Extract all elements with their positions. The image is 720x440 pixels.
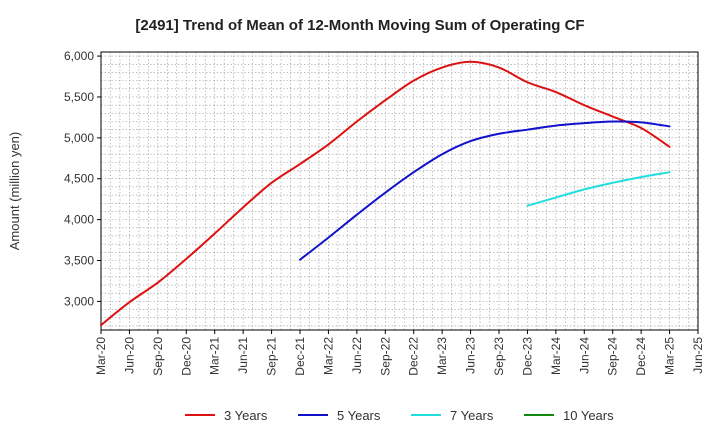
y-tick-label: 4,500 (64, 172, 94, 186)
x-tick-label: Sep-21 (265, 337, 279, 376)
x-tick-label: Mar-21 (208, 337, 222, 375)
series-line-5-years (299, 120, 671, 261)
legend-label-5-years: 5 Years (337, 408, 381, 423)
x-tick-label: Jun-23 (464, 337, 478, 374)
y-tick-label: 6,000 (64, 49, 94, 63)
y-tick-label: 3,000 (64, 294, 94, 308)
y-axis-ticks: 3,000 3,500 4,000 4,500 5,000 5,500 6,000 (64, 49, 101, 308)
y-tick-label: 5,000 (64, 131, 94, 145)
y-axis-label: Amount (million yen) (7, 132, 22, 251)
grid (101, 52, 698, 330)
chart-title: [2491] Trend of Mean of 12-Month Moving … (135, 17, 584, 34)
x-tick-label: Dec-23 (520, 337, 534, 376)
x-tick-label: Sep-22 (378, 337, 392, 376)
x-tick-label: Jun-21 (236, 337, 250, 374)
y-tick-label: 5,500 (64, 90, 94, 104)
y-tick-label: 3,500 (64, 254, 94, 268)
y-tick-label: 4,000 (64, 213, 94, 227)
x-tick-label: Sep-23 (492, 337, 506, 376)
x-tick-label: Sep-20 (151, 337, 165, 376)
series-line-7-years (526, 171, 671, 207)
x-tick-label: Jun-24 (577, 337, 591, 374)
x-axis-ticks: Mar-20 Jun-20 Sep-20 Dec-20 Mar-21 Jun-21 Sep-… (94, 330, 705, 376)
x-tick-label: Dec-20 (179, 337, 193, 376)
series-lines (100, 60, 671, 327)
legend: 3 Years 5 Years 7 Years 10 Years (185, 408, 614, 423)
x-tick-label: Mar-22 (321, 337, 335, 375)
x-tick-label: Dec-22 (407, 337, 421, 376)
x-tick-label: Dec-21 (293, 337, 307, 376)
x-tick-label: Mar-25 (663, 337, 677, 375)
x-tick-label: Mar-24 (549, 337, 563, 375)
x-tick-label: Jun-22 (350, 337, 364, 374)
x-tick-label: Mar-20 (94, 337, 108, 375)
series-line-3-years (100, 60, 671, 327)
x-tick-label: Sep-24 (606, 337, 620, 376)
x-tick-label: Jun-20 (122, 337, 136, 374)
legend-label-7-years: 7 Years (450, 408, 494, 423)
x-tick-label: Mar-23 (435, 337, 449, 375)
x-tick-label: Dec-24 (634, 337, 648, 376)
legend-label-10-years: 10 Years (563, 408, 614, 423)
legend-label-3-years: 3 Years (224, 408, 268, 423)
plot-area-frame (100, 51, 699, 331)
x-tick-label: Jun-25 (691, 337, 705, 374)
